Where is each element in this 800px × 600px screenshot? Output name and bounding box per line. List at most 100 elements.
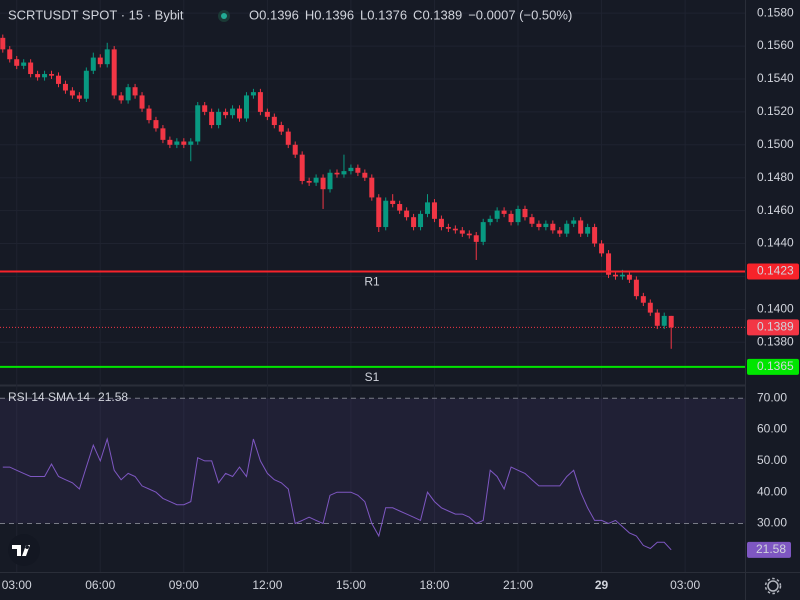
y-tick-label: 0.1540: [757, 71, 794, 85]
x-tick-label: 09:00: [169, 578, 199, 592]
candle-body: [452, 228, 458, 231]
candle-body: [501, 210, 507, 214]
y-tick-label: 0.1480: [757, 170, 794, 184]
rsi-line: [2, 437, 672, 551]
x-tick-label: 29: [595, 578, 609, 592]
candle-body: [571, 220, 577, 224]
level-tag: [747, 358, 799, 375]
candle-body: [181, 141, 187, 145]
rsi-title: RSI 14 SMA 14: [8, 390, 90, 404]
candle-body: [557, 230, 563, 234]
candle-body: [104, 49, 110, 65]
level-tag: [747, 263, 799, 280]
candle-body: [445, 227, 451, 229]
ohlc-key: C: [413, 7, 422, 22]
candle-body: [28, 62, 34, 75]
candle-body: [299, 154, 305, 181]
candle-body: [612, 274, 618, 277]
candle-body: [292, 144, 298, 155]
candle-body: [257, 92, 263, 112]
settings-icon[interactable]: [764, 577, 782, 595]
x-tick-label: 15:00: [336, 578, 366, 592]
candle-body: [42, 74, 48, 78]
rsi-band: [0, 398, 745, 524]
level-name: S1: [365, 370, 380, 384]
candle-body: [431, 202, 437, 219]
candle-body: [216, 111, 222, 126]
candle-body: [550, 223, 556, 231]
gear-teeth[interactable]: [764, 577, 782, 595]
candle-body: [83, 70, 89, 99]
candle-body: [404, 210, 410, 218]
candle-body: [243, 95, 249, 119]
candle-body: [369, 177, 375, 198]
candle-body: [376, 197, 382, 228]
rsi-tag: [747, 541, 791, 558]
candle-body: [174, 141, 180, 145]
grid: [0, 0, 745, 572]
candle-body: [585, 227, 591, 234]
level-tag-label: 0.1423: [757, 264, 794, 278]
candle-body: [327, 172, 333, 190]
candle-body: [250, 92, 256, 96]
x-tick-label: 03:00: [670, 578, 700, 592]
logo: [12, 545, 30, 556]
chart-title: SCRTUSDT SPOT · 15 · Bybit: [8, 7, 184, 22]
ohlc-value: 0.1396: [259, 7, 299, 22]
candle-body: [0, 37, 6, 50]
candle-body: [515, 208, 521, 223]
candle-body: [97, 57, 103, 65]
y-tick-label: 0.1460: [757, 203, 794, 217]
candle-body: [271, 116, 277, 126]
candle-body: [606, 253, 612, 275]
candle-body: [237, 108, 243, 119]
candle-body: [160, 128, 166, 140]
y-tick-label: 0.1380: [757, 334, 794, 348]
x-tick-label: 03:00: [2, 578, 32, 592]
candle-body: [111, 49, 117, 96]
candle-body: [397, 204, 403, 211]
y-tick-label: 0.1400: [757, 301, 794, 315]
candle-body: [195, 105, 201, 142]
rsi-tick-label: 70.00: [757, 390, 787, 404]
candle-body: [62, 83, 68, 91]
candle-body: [599, 243, 605, 254]
rsi-tick-label: 40.00: [757, 484, 787, 498]
candle-body: [480, 222, 486, 242]
level-name: R1: [364, 275, 380, 289]
candle-body: [7, 49, 13, 60]
candle-body: [264, 111, 270, 117]
header: SCRTUSDT SPOT · 15 · Bybit O 0.1396 H 0.139…: [8, 7, 572, 404]
candle-body: [146, 108, 152, 121]
candle-body: [411, 217, 417, 228]
candle-body: [202, 105, 208, 112]
candle-body: [49, 74, 55, 76]
candle-body: [153, 120, 159, 129]
candle-body: [278, 125, 284, 132]
candle-body: [125, 87, 131, 101]
candle-body: [668, 315, 674, 328]
y-tick-label: 0.1520: [757, 104, 794, 118]
candle-body: [306, 180, 312, 183]
candle-body: [285, 131, 291, 145]
ohlc-value: 0.1396: [314, 7, 354, 22]
ohlc-value: 0.1376: [367, 7, 407, 22]
rsi-value: 21.58: [98, 390, 128, 404]
gear[interactable]: [767, 580, 779, 592]
rsi-tag-label: 21.58: [756, 542, 786, 556]
candle-body: [508, 213, 514, 223]
candle-body: [647, 302, 653, 313]
candle-body: [334, 172, 340, 175]
candle-body: [223, 111, 229, 116]
candle-body: [132, 87, 138, 96]
ohlc-key: O: [249, 7, 259, 22]
candle-body: [341, 171, 347, 175]
candle-body: [313, 177, 319, 183]
candle-body: [390, 200, 396, 205]
candle-body: [543, 223, 549, 228]
ohlc-key: L: [360, 7, 367, 22]
status-dot: [221, 13, 227, 19]
candle-body: [494, 210, 500, 219]
